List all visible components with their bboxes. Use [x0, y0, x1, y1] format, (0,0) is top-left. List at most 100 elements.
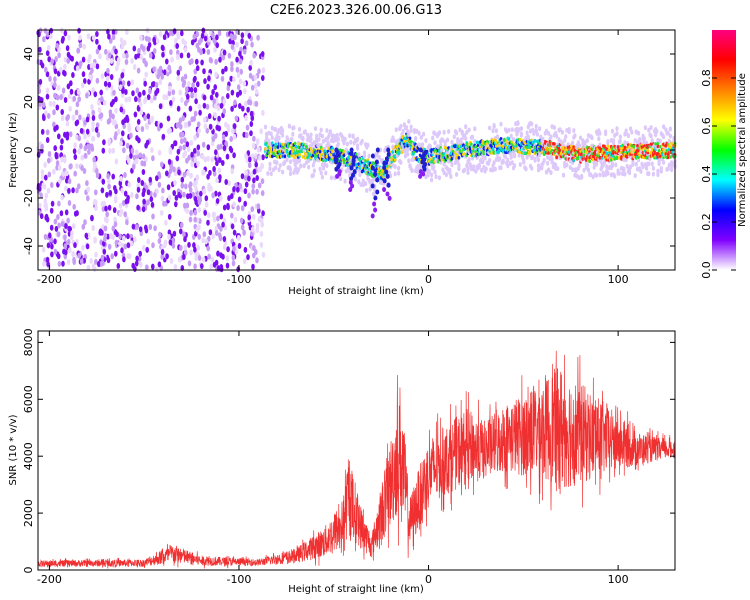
- noise-speckle: [118, 233, 122, 240]
- noise-speckle: [56, 253, 61, 260]
- signal-halo: [518, 162, 522, 167]
- noise-speckle: [100, 254, 105, 261]
- noise-speckle: [53, 248, 58, 255]
- noise-speckle: [180, 182, 185, 189]
- signal-cell: [553, 142, 556, 146]
- noise-speckle: [113, 197, 118, 204]
- signal-cell: [669, 145, 672, 150]
- signal-cell: [309, 147, 313, 151]
- noise-speckle: [161, 51, 165, 58]
- noise-speckle: [189, 139, 194, 146]
- signal-halo: [444, 172, 448, 178]
- noise-speckle: [161, 133, 166, 140]
- y-tick-label: -20: [22, 189, 35, 207]
- signal-halo: [286, 137, 290, 143]
- noise-speckle: [193, 134, 197, 141]
- noise-speckle: [144, 122, 149, 129]
- noise-speckle: [155, 266, 159, 273]
- noise-speckle: [93, 198, 97, 205]
- signal-cell: [605, 147, 609, 151]
- noise-speckle: [183, 137, 187, 144]
- noise-speckle: [95, 77, 100, 84]
- signal-halo: [526, 134, 530, 140]
- signal-cell: [447, 146, 450, 150]
- noise-speckle: [212, 166, 216, 172]
- noise-speckle: [232, 123, 237, 130]
- noise-speckle: [123, 172, 127, 178]
- signal-halo: [488, 158, 492, 163]
- noise-speckle: [142, 198, 146, 205]
- noise-speckle: [69, 234, 74, 241]
- noise-speckle: [107, 52, 112, 59]
- noise-speckle: [38, 202, 42, 209]
- noise-speckle: [158, 231, 162, 238]
- signal-halo: [488, 125, 492, 131]
- noise-speckle: [91, 225, 95, 231]
- noise-speckle: [72, 95, 77, 102]
- noise-speckle: [187, 241, 191, 248]
- noise-speckle: [50, 182, 54, 188]
- noise-speckle: [176, 75, 180, 81]
- noise-speckle: [139, 54, 144, 60]
- noise-speckle: [144, 224, 148, 231]
- noise-speckle: [159, 209, 164, 216]
- noise-speckle: [86, 195, 90, 202]
- noise-speckle: [95, 63, 100, 70]
- noise-speckle: [86, 186, 90, 193]
- signal-halo: [535, 132, 540, 137]
- noise-speckle: [136, 204, 140, 211]
- signal-halo: [530, 121, 534, 127]
- signal-halo: [614, 162, 618, 168]
- noise-speckle: [202, 231, 207, 238]
- signal-cell: [605, 151, 609, 156]
- noise-speckle: [153, 39, 157, 46]
- signal-cell: [658, 154, 662, 158]
- noise-speckle: [161, 187, 165, 194]
- noise-speckle: [101, 147, 106, 154]
- signal-halo: [360, 138, 364, 144]
- noise-speckle: [38, 46, 42, 53]
- noise-speckle: [45, 71, 50, 78]
- noise-speckle: [125, 117, 130, 123]
- signal-halo: [547, 131, 551, 136]
- signal-halo: [270, 135, 274, 141]
- noise-speckle: [212, 216, 217, 223]
- signal-halo: [533, 156, 537, 162]
- noise-speckle: [67, 178, 72, 185]
- signal-dip: [375, 147, 380, 153]
- noise-speckle: [49, 33, 53, 40]
- signal-halo: [598, 131, 602, 136]
- noise-speckle: [67, 34, 71, 41]
- signal-halo: [366, 142, 370, 148]
- signal-dip: [375, 177, 380, 183]
- colorbar-label: Normalized spectral amplitude: [737, 73, 748, 227]
- noise-speckle: [214, 230, 219, 236]
- noise-speckle: [197, 206, 201, 213]
- signal-halo: [594, 161, 599, 167]
- signal-cell: [656, 142, 660, 146]
- signal-halo: [638, 136, 642, 142]
- signal-halo: [431, 135, 435, 141]
- signal-halo: [606, 170, 610, 176]
- noise-speckle: [130, 147, 135, 154]
- noise-speckle: [167, 64, 171, 71]
- signal-halo: [275, 160, 279, 166]
- signal-halo: [409, 128, 413, 134]
- noise-speckle: [247, 214, 251, 221]
- signal-halo: [426, 172, 430, 178]
- signal-halo: [534, 128, 538, 134]
- noise-speckle: [180, 222, 184, 228]
- noise-speckle: [205, 103, 210, 110]
- signal-halo: [594, 173, 599, 178]
- noise-speckle: [189, 249, 193, 256]
- noise-speckle: [143, 96, 148, 103]
- noise-speckle: [72, 203, 76, 210]
- signal-cell: [606, 144, 610, 149]
- noise-speckle: [104, 48, 108, 55]
- noise-speckle: [180, 30, 184, 37]
- noise-speckle: [229, 75, 233, 82]
- noise-speckle: [230, 223, 235, 230]
- signal-cell: [269, 150, 273, 154]
- signal-halo: [659, 166, 663, 171]
